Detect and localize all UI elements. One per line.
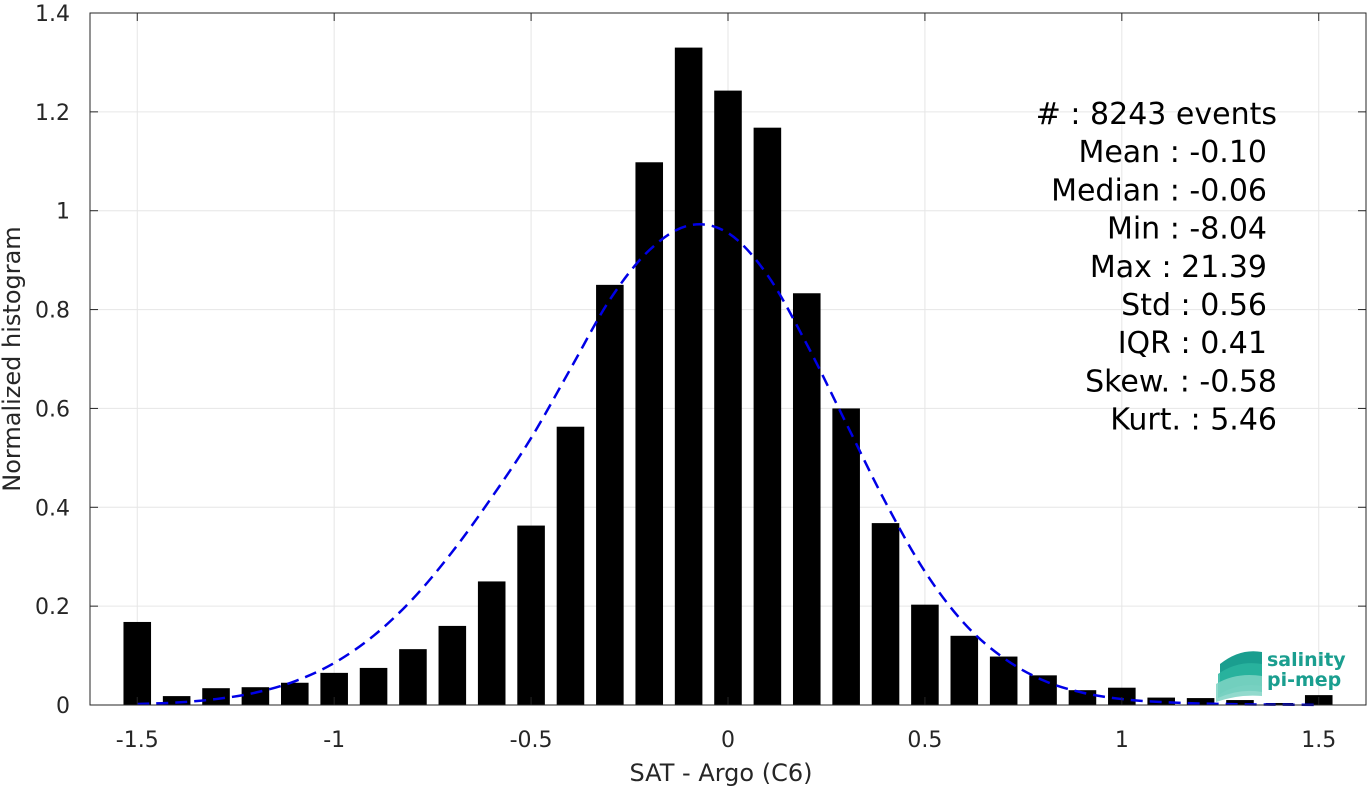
histogram-bar <box>832 408 860 705</box>
fit-line <box>137 223 1319 707</box>
histogram-bar <box>477 581 506 705</box>
stats-line: Max : 21.39 <box>1090 250 1267 285</box>
histogram-bar <box>1186 698 1215 705</box>
histogram-bar <box>753 127 782 705</box>
histogram-bar <box>714 90 742 706</box>
histogram-bar <box>438 625 467 705</box>
stats-line: Std : 0.56 <box>1121 288 1267 323</box>
y-axis-ticks: 0 0.2 0.4 0.6 0.8 1 1.2 1.4 <box>35 2 1366 719</box>
histogram-bar <box>871 523 900 705</box>
x-axis-ticks: -1.5 -1 -0.5 0 0.5 1 1.5 <box>116 13 1336 753</box>
x-tick-label: 0 <box>721 728 735 753</box>
stats-line: Mean : -0.10 <box>1078 135 1267 170</box>
x-axis-label: SAT - Argo (C6) <box>630 759 813 787</box>
x-tick-label: -1.5 <box>116 728 159 753</box>
histogram-bar <box>635 162 664 705</box>
histogram-bar <box>1108 687 1136 705</box>
y-tick-label: 1.2 <box>35 101 70 126</box>
stats-line: Median : -0.06 <box>1051 173 1267 208</box>
x-tick-label: 1.5 <box>1301 728 1336 753</box>
normal-fit-curve <box>137 223 1319 707</box>
histogram-bar <box>674 47 703 706</box>
histogram-bar <box>1265 703 1294 705</box>
x-tick-label: 0.5 <box>907 728 942 753</box>
y-tick-label: 1.4 <box>35 2 70 27</box>
histogram-bars <box>123 47 1333 706</box>
stats-line: Min : -8.04 <box>1107 212 1267 247</box>
histogram-bar <box>123 621 152 705</box>
histogram-bar <box>517 525 545 705</box>
y-tick-label: 0.2 <box>35 595 70 620</box>
y-tick-label: 0.4 <box>35 496 70 521</box>
histogram-bar <box>950 635 979 705</box>
histogram-bar <box>911 604 939 705</box>
histogram-bar <box>162 696 191 705</box>
histogram-bar <box>1068 690 1097 705</box>
y-tick-label: 1 <box>56 200 70 225</box>
histogram-bar <box>1226 700 1254 705</box>
histogram-bar <box>202 688 230 705</box>
histogram-bar <box>556 426 585 705</box>
stats-line: IQR : 0.41 <box>1118 326 1267 361</box>
x-tick-label: 1 <box>1115 728 1129 753</box>
histogram-bar <box>399 649 427 705</box>
y-tick-label: 0.8 <box>35 299 70 324</box>
histogram-bar <box>792 293 821 705</box>
histogram-bar <box>596 284 624 705</box>
logo-text-pimep: pi-mep <box>1267 669 1341 691</box>
y-axis-label: Normalized histogram <box>0 226 26 491</box>
x-tick-label: -0.5 <box>510 728 553 753</box>
histogram-bar <box>359 667 388 705</box>
salinity-pimep-logo: salinity pi-mep <box>1216 649 1346 702</box>
y-tick-label: 0 <box>56 694 70 719</box>
y-tick-label: 0.6 <box>35 397 70 422</box>
wave-logo-icon <box>1216 651 1262 702</box>
histogram-bar <box>241 687 270 705</box>
stats-line: Kurt. : 5.46 <box>1110 403 1277 438</box>
histogram-bar <box>281 682 309 705</box>
x-tick-label: -1 <box>323 728 345 753</box>
logo-text-salinity: salinity <box>1267 649 1346 671</box>
stats-line: # : 8243 events <box>1036 97 1277 132</box>
stats-line: Skew. : -0.58 <box>1085 364 1277 399</box>
